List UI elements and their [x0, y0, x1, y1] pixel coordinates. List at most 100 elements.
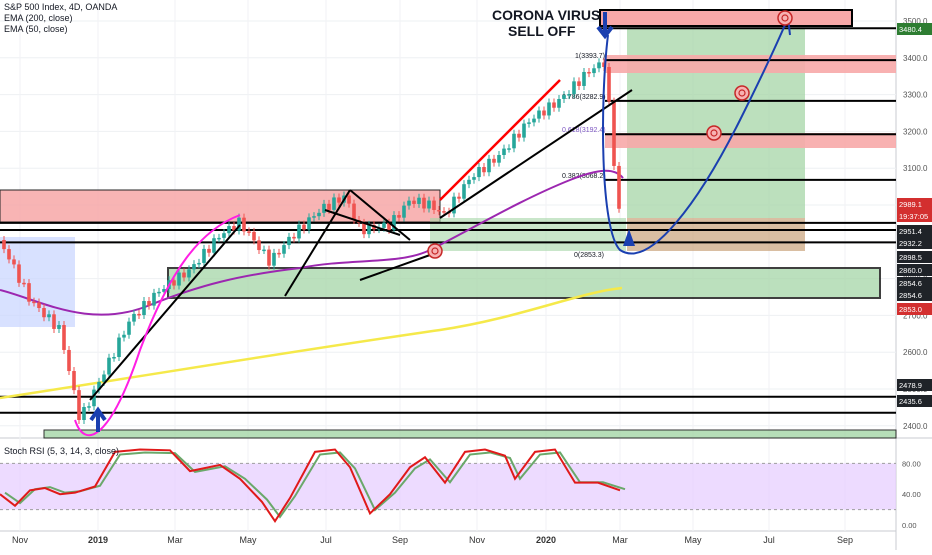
price-label: 2435.6 [899, 397, 922, 406]
candle-body [457, 196, 461, 199]
x-tick-label: May [239, 535, 257, 545]
candle-body [277, 252, 281, 255]
candle-body [242, 217, 246, 232]
candle-body [412, 200, 416, 204]
candle-body [32, 301, 36, 304]
price-label: 2989.1 [899, 200, 922, 209]
candle-body [322, 203, 326, 213]
fib-label: 0.382(3068.2) [562, 173, 606, 180]
target-icon-inner [738, 89, 746, 97]
candle-body [62, 325, 66, 350]
candle-body [587, 71, 591, 74]
candle-body [27, 283, 31, 302]
candle-body [327, 203, 331, 210]
candle-body [582, 71, 586, 86]
candle-body [477, 167, 481, 178]
legend-ema200: EMA (200, close) [4, 13, 73, 23]
candle-body [7, 249, 11, 260]
resistance-zone [0, 189, 441, 223]
y-tick-label: 3100.0 [903, 164, 928, 173]
candle-body [367, 224, 371, 235]
candle-body [247, 231, 251, 233]
candle-body [77, 390, 81, 421]
candle-body [142, 301, 146, 316]
candle-body [152, 292, 156, 306]
x-tick-label: Sep [392, 535, 408, 545]
price-label: 19:37:05 [899, 212, 928, 221]
y-tick-label: 3300.0 [903, 91, 928, 100]
price-label-box [897, 303, 932, 315]
support-zone-bottom [43, 429, 897, 439]
price-label: 2854.6 [899, 279, 922, 288]
price-label: 2854.6 [899, 291, 922, 300]
candle-body [97, 381, 101, 390]
legend-title: S&P 500 Index, 4D, OANDA [4, 2, 118, 12]
candle-body [92, 389, 96, 407]
chart-legend: S&P 500 Index, 4D, OANDA EMA (200, close… [4, 2, 117, 35]
candle-body [317, 212, 321, 217]
candle-body [577, 81, 581, 86]
candle-body [232, 226, 236, 231]
candle-body [172, 280, 176, 286]
x-tick-label: Mar [612, 535, 628, 545]
price-label-box [897, 225, 932, 237]
candle-body [102, 374, 106, 382]
rsi-y-tick: 40.00 [902, 490, 921, 499]
candle-body [67, 349, 71, 372]
candle-body [432, 200, 436, 210]
price-label-box [897, 210, 932, 222]
candle-body [617, 165, 621, 209]
candle-body [137, 313, 141, 316]
triangle-side-2 [349, 189, 411, 241]
rsi-y-tick: 80.00 [902, 459, 921, 468]
candle-body [192, 264, 196, 270]
candle-body [312, 216, 316, 218]
candle-body [47, 314, 51, 318]
ema50-line [0, 169, 624, 316]
candle-body [572, 81, 576, 95]
y-tick-label: 2600.0 [903, 348, 928, 357]
trend-line-black-lower [89, 224, 241, 401]
resistance-zone-3400 [605, 55, 896, 73]
candle-body [352, 203, 356, 221]
candle-body [597, 62, 601, 69]
x-tick-label: 2019 [88, 535, 108, 545]
candle-body [132, 313, 136, 322]
small-up-arrow-icon [623, 229, 635, 246]
x-tick-label: Nov [12, 535, 29, 545]
candle-body [592, 68, 596, 74]
candle-body [417, 197, 421, 204]
candle-body [387, 222, 391, 230]
candle-body [212, 238, 216, 253]
candle-body [282, 245, 286, 254]
fib-label: 0.786(3282.9) [562, 94, 606, 101]
price-label: 2951.4 [899, 227, 922, 236]
candle-body [402, 205, 406, 218]
y-tick-label: 3500.0 [903, 17, 928, 26]
trend-line-black-upper [439, 89, 633, 219]
candle-body [382, 222, 386, 228]
candle-body [497, 154, 501, 163]
candle-body [112, 356, 116, 359]
price-label-box [897, 277, 932, 289]
rsi-k-line [0, 448, 621, 523]
candle-body [57, 325, 61, 329]
candle-body [157, 291, 161, 294]
candle-body [287, 236, 291, 246]
candle-body [202, 248, 206, 263]
candle-body [472, 177, 476, 180]
price-label-box [897, 251, 932, 263]
candle-body [37, 302, 41, 309]
price-label: 2860.0 [899, 266, 922, 275]
candle-body [532, 118, 536, 123]
falling-channel [0, 237, 75, 327]
candle-body [512, 133, 516, 149]
candle-body [482, 167, 486, 173]
rsi-band [0, 463, 896, 510]
candle-body [612, 101, 616, 166]
triangle-side-1 [324, 209, 401, 236]
target-icon [777, 10, 793, 26]
candle-body [522, 123, 526, 138]
